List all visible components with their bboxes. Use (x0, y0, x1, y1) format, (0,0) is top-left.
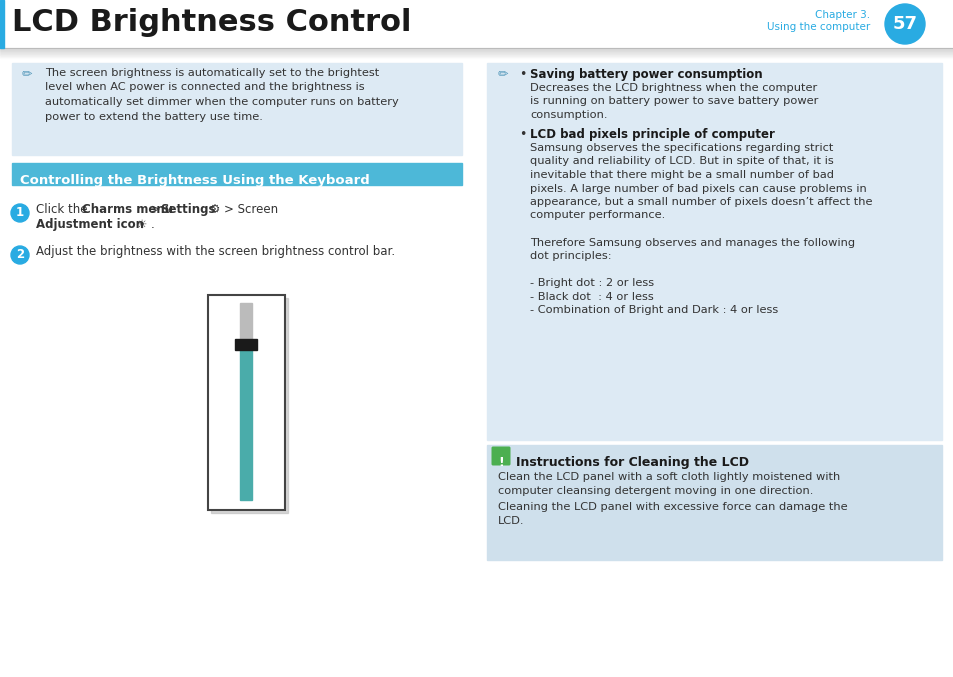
Text: - Bright dot : 2 or less: - Bright dot : 2 or less (530, 278, 654, 288)
Text: - Black dot  : 4 or less: - Black dot : 4 or less (530, 292, 653, 301)
Text: Therefore Samsung observes and manages the following: Therefore Samsung observes and manages t… (530, 238, 854, 248)
Text: Samsung observes the specifications regarding strict: Samsung observes the specifications rega… (530, 143, 833, 153)
Text: Chapter 3.: Chapter 3. (814, 10, 869, 20)
Text: Saving battery power consumption: Saving battery power consumption (530, 68, 761, 81)
Bar (12, 63, 461, 155)
Text: Clean the LCD panel with a soft cloth lightly moistened with: Clean the LCD panel with a soft cloth li… (497, 472, 840, 482)
Text: Controlling the Brightness Using the Keyboard: Controlling the Brightness Using the Key… (20, 174, 370, 187)
Text: ✏: ✏ (497, 68, 508, 81)
Text: Click the: Click the (36, 203, 91, 216)
Text: computer cleansing detergent moving in one direction.: computer cleansing detergent moving in o… (497, 485, 813, 496)
Text: is running on battery power to save battery power: is running on battery power to save batt… (530, 97, 818, 106)
Bar (240, 303, 252, 340)
Text: Instructions for Cleaning the LCD: Instructions for Cleaning the LCD (516, 456, 748, 469)
Text: !: ! (497, 456, 503, 469)
Circle shape (884, 4, 924, 44)
Text: Adjustment icon: Adjustment icon (36, 218, 144, 231)
FancyBboxPatch shape (491, 447, 510, 466)
Circle shape (11, 246, 29, 264)
Text: •: • (518, 68, 526, 81)
Text: •: • (518, 128, 526, 141)
Text: ⚙ > Screen: ⚙ > Screen (206, 203, 278, 216)
Text: dot principles:: dot principles: (530, 251, 611, 261)
Text: The screen brightness is automatically set to the brightest: The screen brightness is automatically s… (45, 68, 379, 78)
Text: 2: 2 (16, 248, 24, 261)
Text: Using the computer: Using the computer (766, 22, 869, 32)
Text: ☀ .: ☀ . (132, 218, 154, 231)
Bar (208, 295, 285, 510)
Text: inevitable that there might be a small number of bad: inevitable that there might be a small n… (530, 170, 833, 180)
Text: consumption.: consumption. (530, 110, 607, 120)
Bar (240, 350, 252, 500)
Text: 1: 1 (16, 206, 24, 219)
Text: LCD.: LCD. (497, 515, 524, 525)
Text: automatically set dimmer when the computer runs on battery: automatically set dimmer when the comput… (45, 97, 398, 107)
Bar (0, 0, 4, 48)
Bar (486, 445, 941, 560)
Text: level when AC power is connected and the brightness is: level when AC power is connected and the… (45, 83, 364, 93)
Text: computer performance.: computer performance. (530, 211, 664, 221)
Text: ✏: ✏ (22, 68, 32, 81)
Text: quality and reliability of LCD. But in spite of that, it is: quality and reliability of LCD. But in s… (530, 156, 833, 167)
Circle shape (11, 204, 29, 222)
Text: Settings: Settings (160, 203, 215, 216)
Text: Cleaning the LCD panel with excessive force can damage the: Cleaning the LCD panel with excessive fo… (497, 502, 846, 512)
Text: Adjust the brightness with the screen brightness control bar.: Adjust the brightness with the screen br… (36, 245, 395, 258)
Text: Decreases the LCD brightness when the computer: Decreases the LCD brightness when the co… (530, 83, 817, 93)
Text: 57: 57 (892, 15, 917, 33)
Text: appearance, but a small number of pixels doesn’t affect the: appearance, but a small number of pixels… (530, 197, 872, 207)
Text: >: > (147, 203, 164, 216)
Text: power to extend the battery use time.: power to extend the battery use time. (45, 112, 263, 121)
Bar (12, 163, 461, 185)
Bar (234, 339, 256, 350)
Text: pixels. A large number of bad pixels can cause problems in: pixels. A large number of bad pixels can… (530, 183, 866, 194)
Bar (211, 298, 288, 513)
Text: LCD bad pixels principle of computer: LCD bad pixels principle of computer (530, 128, 774, 141)
Bar (486, 63, 941, 440)
Text: - Combination of Bright and Dark : 4 or less: - Combination of Bright and Dark : 4 or … (530, 305, 778, 315)
Text: LCD Brightness Control: LCD Brightness Control (12, 8, 411, 37)
Text: Charms menu: Charms menu (82, 203, 172, 216)
